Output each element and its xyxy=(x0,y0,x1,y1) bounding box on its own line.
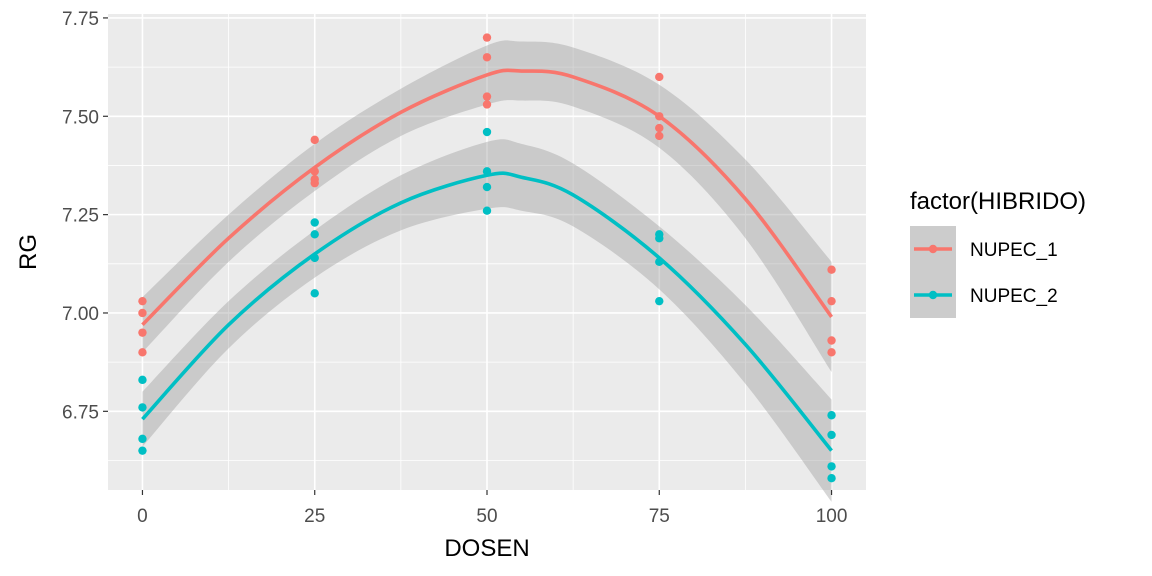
y-axis-title: RG xyxy=(15,234,42,270)
x-axis-title: DOSEN xyxy=(444,535,529,562)
data-point-nupec-1 xyxy=(138,328,147,337)
legend-point-nupec-2 xyxy=(928,290,938,300)
legend: factor(HIBRIDO) NUPEC_1 NUPEC_2 xyxy=(910,188,1086,318)
data-point-nupec-1 xyxy=(655,131,664,141)
data-point-nupec-1 xyxy=(482,92,492,101)
x-tick-label: 75 xyxy=(649,506,670,527)
data-point-nupec-2 xyxy=(310,218,319,227)
data-point-nupec-2 xyxy=(482,127,492,137)
data-point-nupec-2 xyxy=(827,462,836,471)
fit-line-nupec-1 xyxy=(141,68,834,327)
data-point-nupec-1 xyxy=(310,135,319,145)
data-point-nupec-2 xyxy=(138,403,147,412)
data-point-nupec-2 xyxy=(310,230,319,239)
data-point-nupec-2 xyxy=(310,289,319,298)
y-tick-label: 7.25 xyxy=(62,206,99,227)
data-point-nupec-2 xyxy=(655,234,664,243)
data-point-nupec-1 xyxy=(482,100,492,109)
data-point-nupec-1 xyxy=(655,123,664,133)
legend-label-nupec-1: NUPEC_1 xyxy=(970,240,1058,261)
y-tick-label: 7.75 xyxy=(62,9,99,30)
data-point-nupec-1 xyxy=(482,33,492,42)
data-point-nupec-2 xyxy=(482,206,492,215)
y-tick-label: 7.50 xyxy=(62,107,99,128)
legend-title: factor(HIBRIDO) xyxy=(910,188,1086,215)
data-point-nupec-1 xyxy=(310,178,319,188)
x-tick-label: 50 xyxy=(476,506,497,527)
ci-ribbon-nupec-2 xyxy=(142,139,832,502)
data-point-nupec-1 xyxy=(827,336,836,345)
data-points xyxy=(138,33,836,483)
data-point-nupec-1 xyxy=(655,72,664,82)
data-point-nupec-2 xyxy=(827,411,836,420)
data-point-nupec-2 xyxy=(655,296,664,306)
data-point-nupec-2 xyxy=(138,375,147,385)
fit-lines xyxy=(141,68,834,452)
data-point-nupec-1 xyxy=(482,53,492,62)
x-tick-label: 0 xyxy=(137,506,148,527)
fit-line-nupec-2 xyxy=(141,171,833,452)
data-point-nupec-1 xyxy=(827,265,836,274)
x-tick-label: 25 xyxy=(304,506,325,527)
data-point-nupec-1 xyxy=(138,308,147,318)
data-point-nupec-2 xyxy=(482,182,492,192)
legend-label-nupec-2: NUPEC_2 xyxy=(970,286,1058,307)
data-point-nupec-1 xyxy=(138,348,147,357)
legend-point-nupec-1 xyxy=(928,244,938,254)
x-axis: 0 25 50 75 100 xyxy=(137,490,847,527)
data-point-nupec-2 xyxy=(827,473,836,483)
data-point-nupec-2 xyxy=(138,446,147,455)
ci-ribbon-nupec-1 xyxy=(142,40,832,372)
y-axis: 6.75 7.00 7.25 7.50 7.75 xyxy=(62,9,108,423)
y-tick-label: 7.00 xyxy=(62,304,99,325)
x-tick-label: 100 xyxy=(816,506,848,527)
data-point-nupec-1 xyxy=(827,348,836,357)
data-point-nupec-1 xyxy=(138,296,147,306)
confidence-ribbons xyxy=(142,40,832,502)
data-point-nupec-2 xyxy=(138,434,147,444)
y-tick-label: 6.75 xyxy=(62,402,99,423)
data-point-nupec-2 xyxy=(827,430,836,440)
data-point-nupec-1 xyxy=(827,296,836,306)
